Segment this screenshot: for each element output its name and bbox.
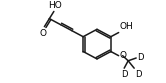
Text: OH: OH (120, 22, 133, 31)
Text: HO: HO (48, 1, 62, 10)
Text: D: D (121, 70, 127, 79)
Text: D: D (137, 53, 144, 62)
Text: O: O (40, 29, 47, 38)
Text: O: O (120, 51, 127, 60)
Text: D: D (135, 70, 142, 79)
